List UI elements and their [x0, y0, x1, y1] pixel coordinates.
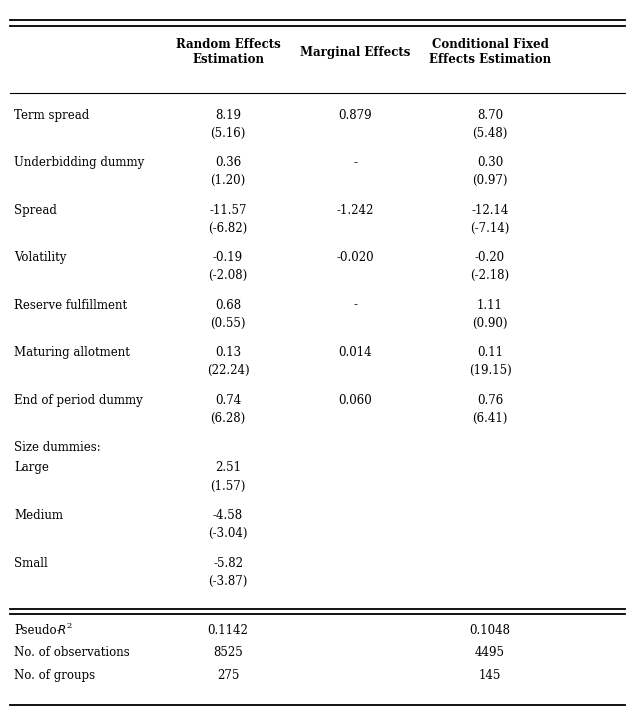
- Text: (1.57): (1.57): [210, 480, 246, 493]
- Text: Maturing allotment: Maturing allotment: [14, 346, 130, 359]
- Text: (6.28): (6.28): [210, 412, 246, 425]
- Text: Underbidding dummy: Underbidding dummy: [14, 156, 144, 169]
- Text: Random Effects
Estimation: Random Effects Estimation: [176, 38, 281, 66]
- Text: -0.19: -0.19: [213, 251, 243, 264]
- Text: -4.58: -4.58: [213, 509, 243, 522]
- Text: (-7.14): (-7.14): [471, 222, 510, 235]
- Text: End of period dummy: End of period dummy: [14, 394, 143, 407]
- Text: (-2.18): (-2.18): [471, 269, 509, 282]
- Text: Volatility: Volatility: [14, 251, 67, 264]
- Text: 0.76: 0.76: [477, 394, 503, 407]
- Text: (-6.82): (-6.82): [208, 222, 248, 235]
- Text: (0.97): (0.97): [472, 174, 508, 187]
- Text: 0.060: 0.060: [338, 394, 372, 407]
- Text: 145: 145: [479, 669, 501, 682]
- Text: Large: Large: [14, 462, 49, 475]
- Text: 0.30: 0.30: [477, 156, 503, 169]
- Text: Size dummies:: Size dummies:: [14, 441, 101, 454]
- Text: 0.1048: 0.1048: [469, 624, 511, 637]
- Text: 0.014: 0.014: [338, 346, 372, 359]
- Text: 0.11: 0.11: [477, 346, 503, 359]
- Text: 2.51: 2.51: [215, 462, 241, 475]
- Text: $R$: $R$: [57, 624, 66, 637]
- Text: Pseudo-: Pseudo-: [14, 624, 60, 637]
- Text: No. of observations: No. of observations: [14, 646, 130, 659]
- Text: 8.70: 8.70: [477, 109, 503, 122]
- Text: (0.90): (0.90): [472, 316, 508, 329]
- Text: 0.74: 0.74: [215, 394, 241, 407]
- Text: -: -: [353, 299, 357, 311]
- Text: Medium: Medium: [14, 509, 63, 522]
- Text: Spread: Spread: [14, 203, 57, 217]
- Text: -0.020: -0.020: [336, 251, 374, 264]
- Text: 0.36: 0.36: [215, 156, 241, 169]
- Text: -12.14: -12.14: [471, 203, 509, 217]
- Text: Small: Small: [14, 556, 48, 569]
- Text: (-3.04): (-3.04): [208, 527, 248, 540]
- Text: (19.15): (19.15): [469, 364, 511, 377]
- Text: 0.1142: 0.1142: [208, 624, 248, 637]
- Text: -5.82: -5.82: [213, 556, 243, 569]
- Text: 8.19: 8.19: [215, 109, 241, 122]
- Text: (0.55): (0.55): [210, 316, 246, 329]
- Text: -: -: [353, 156, 357, 169]
- Text: Marginal Effects: Marginal Effects: [300, 46, 410, 59]
- Text: (22.24): (22.24): [206, 364, 250, 377]
- Text: -1.242: -1.242: [337, 203, 373, 217]
- Text: No. of groups: No. of groups: [14, 669, 95, 682]
- Text: (1.20): (1.20): [210, 174, 246, 187]
- Text: -11.57: -11.57: [210, 203, 247, 217]
- Text: Reserve fulfillment: Reserve fulfillment: [14, 299, 127, 311]
- Text: 0.13: 0.13: [215, 346, 241, 359]
- Text: Conditional Fixed
Effects Estimation: Conditional Fixed Effects Estimation: [429, 38, 551, 66]
- Text: 275: 275: [217, 669, 239, 682]
- Text: (5.16): (5.16): [210, 127, 246, 140]
- Text: (6.41): (6.41): [472, 412, 508, 425]
- Text: -0.20: -0.20: [475, 251, 505, 264]
- Text: Term spread: Term spread: [14, 109, 90, 122]
- Text: (-3.87): (-3.87): [208, 575, 248, 588]
- Text: 0.68: 0.68: [215, 299, 241, 311]
- Text: (5.48): (5.48): [472, 127, 508, 140]
- Text: 0.879: 0.879: [338, 109, 372, 122]
- Text: (-2.08): (-2.08): [208, 269, 248, 282]
- Text: 8525: 8525: [213, 646, 243, 659]
- Text: 1.11: 1.11: [477, 299, 503, 311]
- Text: 4495: 4495: [475, 646, 505, 659]
- Text: 2: 2: [66, 621, 71, 629]
